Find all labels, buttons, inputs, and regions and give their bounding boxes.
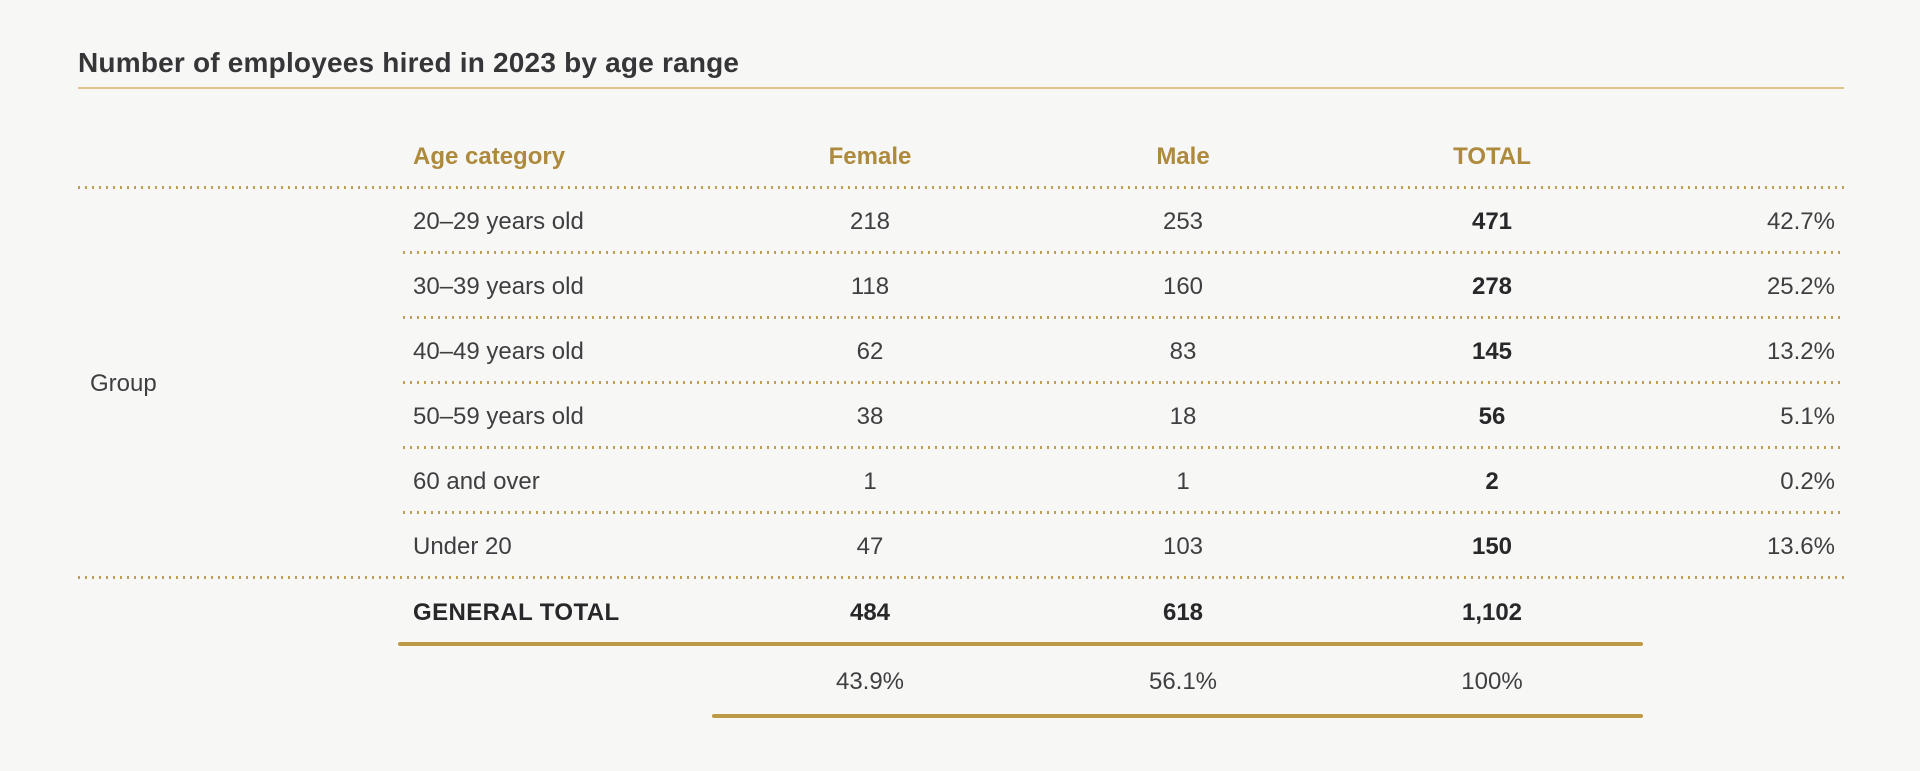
row-divider xyxy=(403,316,1844,319)
cell-age-category: 60 and over xyxy=(413,467,540,495)
cell-age-category: 30–39 years old xyxy=(413,272,584,300)
cell-female: 47 xyxy=(856,532,884,560)
cell-age-category: 50–59 years old xyxy=(413,402,584,430)
cell-female: 1 xyxy=(863,467,877,495)
cell-percent: 42.7% xyxy=(1766,207,1835,235)
percent-row: 43.9% 56.1% 100% xyxy=(78,646,1844,718)
cell-age-category: Under 20 xyxy=(413,532,512,560)
group-row-label: Group xyxy=(90,370,157,397)
row-divider xyxy=(403,446,1844,449)
row-divider xyxy=(78,186,1844,189)
age-range-table: Group Age category Female Male TOTAL 20–… xyxy=(78,124,1844,718)
row-divider xyxy=(403,511,1844,514)
cell-male: 160 xyxy=(1162,272,1204,300)
table-row: 50–59 years old 38 18 56 5.1% xyxy=(78,384,1844,449)
header-age-category: Age category xyxy=(413,142,566,170)
cell-female: 218 xyxy=(849,207,891,235)
percent-total: 100% xyxy=(1461,668,1523,695)
cell-male: 1 xyxy=(1176,467,1190,495)
row-divider xyxy=(403,251,1844,254)
cell-percent: 13.6% xyxy=(1766,532,1835,560)
cell-male: 253 xyxy=(1162,207,1204,235)
cell-female: 62 xyxy=(856,337,884,365)
cell-percent: 25.2% xyxy=(1766,272,1835,300)
header-total: TOTAL xyxy=(1453,142,1531,170)
cell-percent: 13.2% xyxy=(1766,337,1835,365)
cell-male: 83 xyxy=(1169,337,1197,365)
table-header-row: Age category Female Male TOTAL xyxy=(78,124,1844,189)
header-female: Female xyxy=(828,142,912,170)
table-row: 30–39 years old 118 160 278 25.2% xyxy=(78,254,1844,319)
title-underline xyxy=(78,87,1844,89)
table-figure: Number of employees hired in 2023 by age… xyxy=(78,0,1844,718)
cell-total: 471 xyxy=(1471,207,1513,235)
general-total-label: GENERAL TOTAL xyxy=(413,598,620,626)
cell-percent: 5.1% xyxy=(1780,402,1835,430)
cell-total: 278 xyxy=(1471,272,1513,300)
table-row: Under 20 47 103 150 13.6% xyxy=(78,514,1844,579)
general-total-male: 618 xyxy=(1162,598,1204,626)
cell-total: 2 xyxy=(1485,467,1499,495)
percent-male: 56.1% xyxy=(1148,668,1218,695)
percent-underline xyxy=(712,714,1643,718)
cell-age-category: 40–49 years old xyxy=(413,337,584,365)
percent-female: 43.9% xyxy=(835,668,905,695)
cell-total: 150 xyxy=(1471,532,1513,560)
cell-female: 38 xyxy=(856,402,884,430)
general-total-female: 484 xyxy=(849,598,891,626)
total-underline xyxy=(398,642,1643,646)
row-divider xyxy=(78,576,1844,579)
cell-age-category: 20–29 years old xyxy=(413,207,584,235)
row-divider xyxy=(403,381,1844,384)
table-row: 40–49 years old 62 83 145 13.2% xyxy=(78,319,1844,384)
cell-total: 145 xyxy=(1471,337,1513,365)
cell-male: 103 xyxy=(1162,532,1204,560)
general-total-row: GENERAL TOTAL 484 618 1,102 xyxy=(78,579,1844,646)
general-total-total: 1,102 xyxy=(1461,598,1523,626)
cell-male: 18 xyxy=(1169,402,1197,430)
header-male: Male xyxy=(1156,142,1210,170)
table-row: 20–29 years old 218 253 471 42.7% xyxy=(78,189,1844,254)
table-row: 60 and over 1 1 2 0.2% xyxy=(78,449,1844,514)
cell-female: 118 xyxy=(850,272,890,300)
figure-title: Number of employees hired in 2023 by age… xyxy=(78,47,740,78)
cell-total: 56 xyxy=(1478,402,1506,430)
cell-percent: 0.2% xyxy=(1780,467,1835,495)
